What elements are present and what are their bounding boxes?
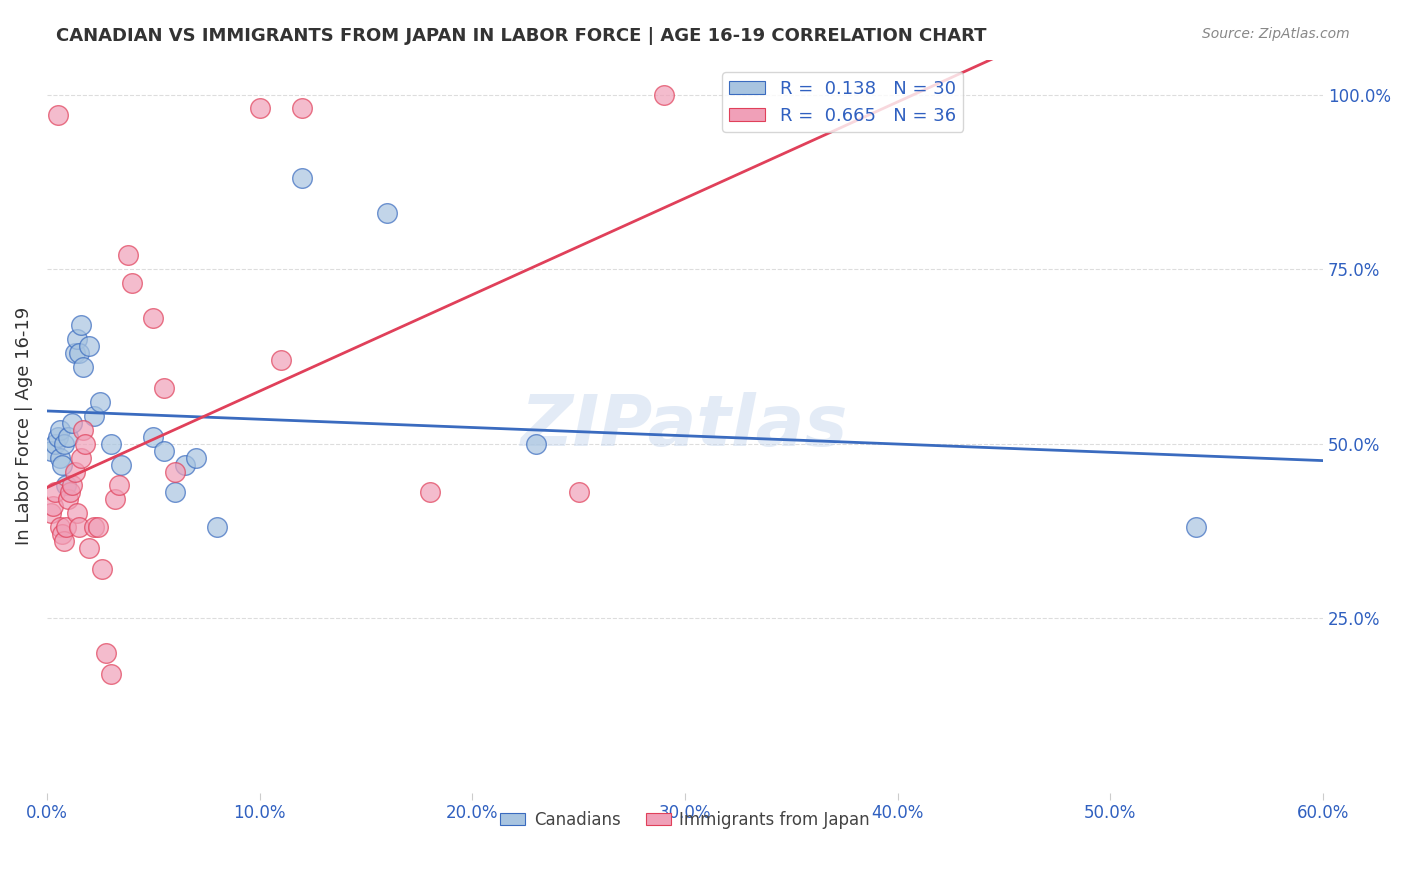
Point (66, 507, 89, 521)
Point (62, 416, 84, 430)
Point (42, 500, 65, 514)
Point (1184, 520, 1206, 534)
Point (51, 458, 73, 472)
Point (291, 171, 314, 186)
Point (117, 248, 139, 262)
Point (72, 423, 94, 437)
Point (104, 492, 127, 507)
Point (72, 359, 94, 374)
Point (52, 436, 75, 450)
Y-axis label: In Labor Force | Age 16-19: In Labor Force | Age 16-19 (15, 307, 32, 545)
Point (524, 436, 547, 450)
Point (63, 465, 86, 479)
Point (48, 450, 70, 465)
Point (568, 485, 591, 500)
Point (56, 492, 79, 507)
Point (174, 458, 197, 472)
Point (375, 206, 398, 220)
Point (46, 108, 69, 122)
Point (66, 332, 89, 346)
Point (270, 352, 292, 367)
Point (83, 409, 105, 423)
Point (108, 478, 131, 492)
Point (44, 485, 66, 500)
Point (142, 429, 165, 443)
Legend: Canadians, Immigrants from Japan: Canadians, Immigrants from Japan (494, 805, 876, 836)
Point (55, 520, 77, 534)
Point (163, 485, 186, 500)
Point (62, 478, 84, 492)
Point (100, 667, 122, 681)
Point (51, 527, 73, 541)
Point (63, 346, 86, 360)
Point (163, 465, 186, 479)
Point (46, 429, 69, 443)
Point (44, 436, 66, 450)
Point (291, 102, 314, 116)
Point (652, 87, 675, 102)
Text: CANADIAN VS IMMIGRANTS FROM JAPAN IN LABOR FORCE | AGE 16-19 CORRELATION CHART: CANADIAN VS IMMIGRANTS FROM JAPAN IN LAB… (56, 27, 987, 45)
Point (55, 478, 77, 492)
Point (48, 520, 70, 534)
Point (67, 520, 90, 534)
Point (91, 562, 114, 576)
Point (121, 276, 143, 290)
Point (89, 394, 111, 409)
Point (419, 485, 441, 500)
Point (70, 450, 93, 465)
Point (249, 102, 271, 116)
Point (83, 520, 105, 534)
Text: Source: ZipAtlas.com: Source: ZipAtlas.com (1202, 27, 1350, 41)
Point (75, 436, 97, 450)
Point (52, 534, 75, 549)
Point (153, 443, 176, 458)
Point (184, 450, 207, 465)
Point (70, 318, 93, 332)
Point (142, 310, 165, 325)
Text: ZIPatlas: ZIPatlas (522, 392, 849, 460)
Point (59, 485, 82, 500)
Point (205, 520, 228, 534)
Point (79, 541, 101, 556)
Point (110, 458, 132, 472)
Point (100, 436, 122, 450)
Point (48, 423, 70, 437)
Point (39, 507, 62, 521)
Point (79, 339, 101, 353)
Point (67, 346, 90, 360)
Point (153, 381, 176, 395)
Point (96, 646, 118, 660)
Point (56, 429, 79, 443)
Point (39, 443, 62, 458)
Point (87, 520, 110, 534)
